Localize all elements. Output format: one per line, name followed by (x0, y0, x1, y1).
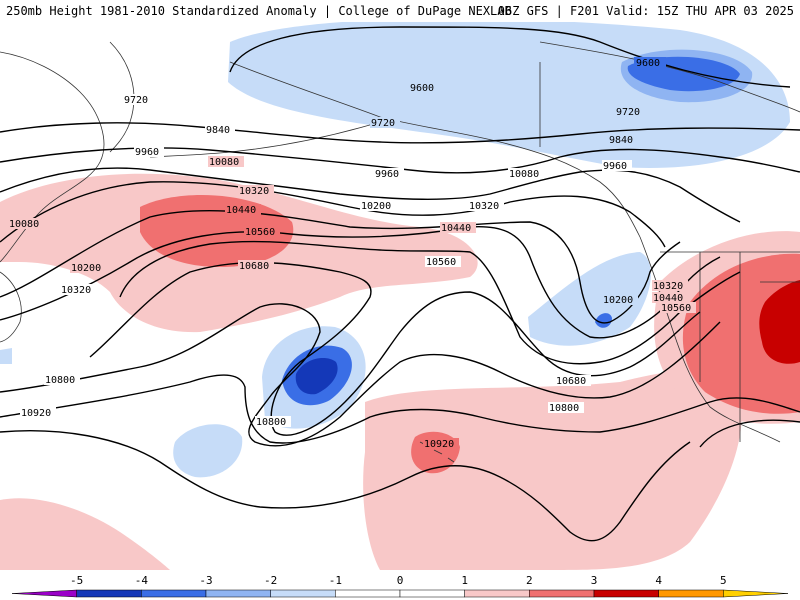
japan-islands (0, 271, 22, 343)
chart-header: 250mb Height 1981-2010 Standardized Anom… (0, 0, 800, 22)
colorbar-tick-label: 2 (526, 574, 533, 587)
label-9600-a: 9600 (408, 82, 440, 94)
colorbar-swatch (335, 589, 401, 598)
southwest-us-strong (759, 280, 800, 364)
contour-label: 10800 (256, 417, 286, 428)
colorbar-swatch (270, 589, 336, 598)
central-pacific-negative (173, 424, 243, 478)
alaska-coast (229, 61, 641, 238)
contour-label: 10440 (226, 205, 256, 216)
colorbar-tick-label: -3 (199, 574, 212, 587)
arctic-coast (539, 41, 800, 113)
colorbar-tick-label: 5 (720, 574, 727, 587)
contour-10680 (0, 303, 721, 447)
contour-9720 (0, 122, 800, 144)
contour-label: 10680 (556, 376, 586, 387)
contour-label: 9600 (636, 58, 660, 69)
contour-label: 10800 (45, 375, 75, 386)
contour-label: 10440 (441, 223, 471, 234)
colorbar-swatch (529, 589, 595, 598)
colorbar-tick-label: -4 (135, 574, 149, 587)
contour-label: 10560 (245, 227, 275, 238)
colorbar-swatch (723, 589, 789, 598)
contour-label: 10320 (469, 201, 499, 212)
contour-label: 10200 (603, 295, 633, 306)
contour-label: 10080 (509, 169, 539, 180)
colorbar-swatch (658, 589, 724, 598)
colorbar: -5 -4 -3 -2 -1 0 1 2 3 4 5 (0, 570, 800, 600)
contour-label: 10920 (424, 439, 454, 450)
contour-10800 (0, 374, 800, 444)
subtropical-positive (363, 370, 742, 570)
contour-label: 10080 (9, 219, 39, 230)
contour-label: 10800 (549, 403, 579, 414)
contour-label: 9600 (410, 83, 434, 94)
contour-label: 9720 (124, 95, 148, 106)
kamchatka-coast (109, 41, 135, 153)
anomaly-map: 9600 9600 9720 9720 9720 9840 9840 9960 … (0, 22, 800, 570)
west-edge-negative (0, 348, 12, 364)
colorbar-tick-label: 4 (655, 574, 662, 587)
contour-label: 10680 (239, 261, 269, 272)
contour-label: 10200 (361, 201, 391, 212)
contour-label: 10320 (653, 281, 683, 292)
contour-10560 (89, 261, 701, 436)
contour-label: 10560 (661, 303, 691, 314)
contour-label: 10200 (71, 263, 101, 274)
contour-label: 10920 (21, 408, 51, 419)
colorbar-tick-labels: -5 -4 -3 -2 -1 0 1 2 3 4 5 (70, 574, 727, 587)
south-pacific-positive (0, 498, 170, 570)
westcoast-trough-anomaly (528, 252, 651, 346)
contour-10920-south (699, 419, 800, 448)
contour-label: 9840 (206, 125, 230, 136)
contour-label: 9840 (609, 135, 633, 146)
contour-label: 9720 (616, 107, 640, 118)
colorbar-tick-label: -2 (264, 574, 277, 587)
colorbar-swatch (593, 589, 659, 598)
north-america-coast (639, 236, 781, 443)
colorbar-swatch (76, 589, 142, 598)
contour-labels: 9600 9600 9720 9720 9720 9840 9840 9960 … (8, 57, 696, 450)
colorbar-tick-label: 3 (591, 574, 598, 587)
westcoast-trough-core (595, 313, 612, 328)
contour-label: 9960 (603, 161, 627, 172)
colorbar-tick-label: 0 (397, 574, 404, 587)
colorbar-swatch (205, 589, 271, 598)
label-9600-b: 9600 (634, 57, 666, 69)
colorbar-swatch (399, 589, 465, 598)
aleutians (149, 121, 381, 158)
contour-label: 9960 (135, 147, 159, 158)
contour-label: 9720 (371, 118, 395, 129)
colorbar-swatch (11, 589, 77, 598)
contour-9600 (229, 26, 791, 88)
chart-title: 250mb Height 1981-2010 Standardized Anom… (6, 4, 512, 18)
contour-10920 (0, 430, 691, 542)
contour-label: 10320 (239, 186, 269, 197)
contour-9960 (0, 167, 741, 223)
model-run-info: 06Z GFS | F201 Valid: 15Z THU APR 03 202… (497, 4, 794, 18)
colorbar-swatch (464, 589, 530, 598)
contour-label: 10320 (61, 285, 91, 296)
contour-label: 9960 (375, 169, 399, 180)
contour-10080 (0, 181, 666, 248)
pacific-low-center (295, 358, 338, 395)
contour-label: 10560 (426, 257, 456, 268)
colorbar-tick-label: 1 (461, 574, 468, 587)
colorbar-swatches (11, 589, 789, 598)
colorbar-tick-label: -5 (70, 574, 83, 587)
us-border (660, 251, 800, 442)
contour-10440 (119, 240, 741, 365)
colorbar-tick-label: -1 (329, 574, 342, 587)
southwest-us-core (682, 253, 800, 414)
contour-label: 10440 (653, 293, 683, 304)
colorbar-swatch (141, 589, 207, 598)
contour-label: 10080 (209, 157, 239, 168)
